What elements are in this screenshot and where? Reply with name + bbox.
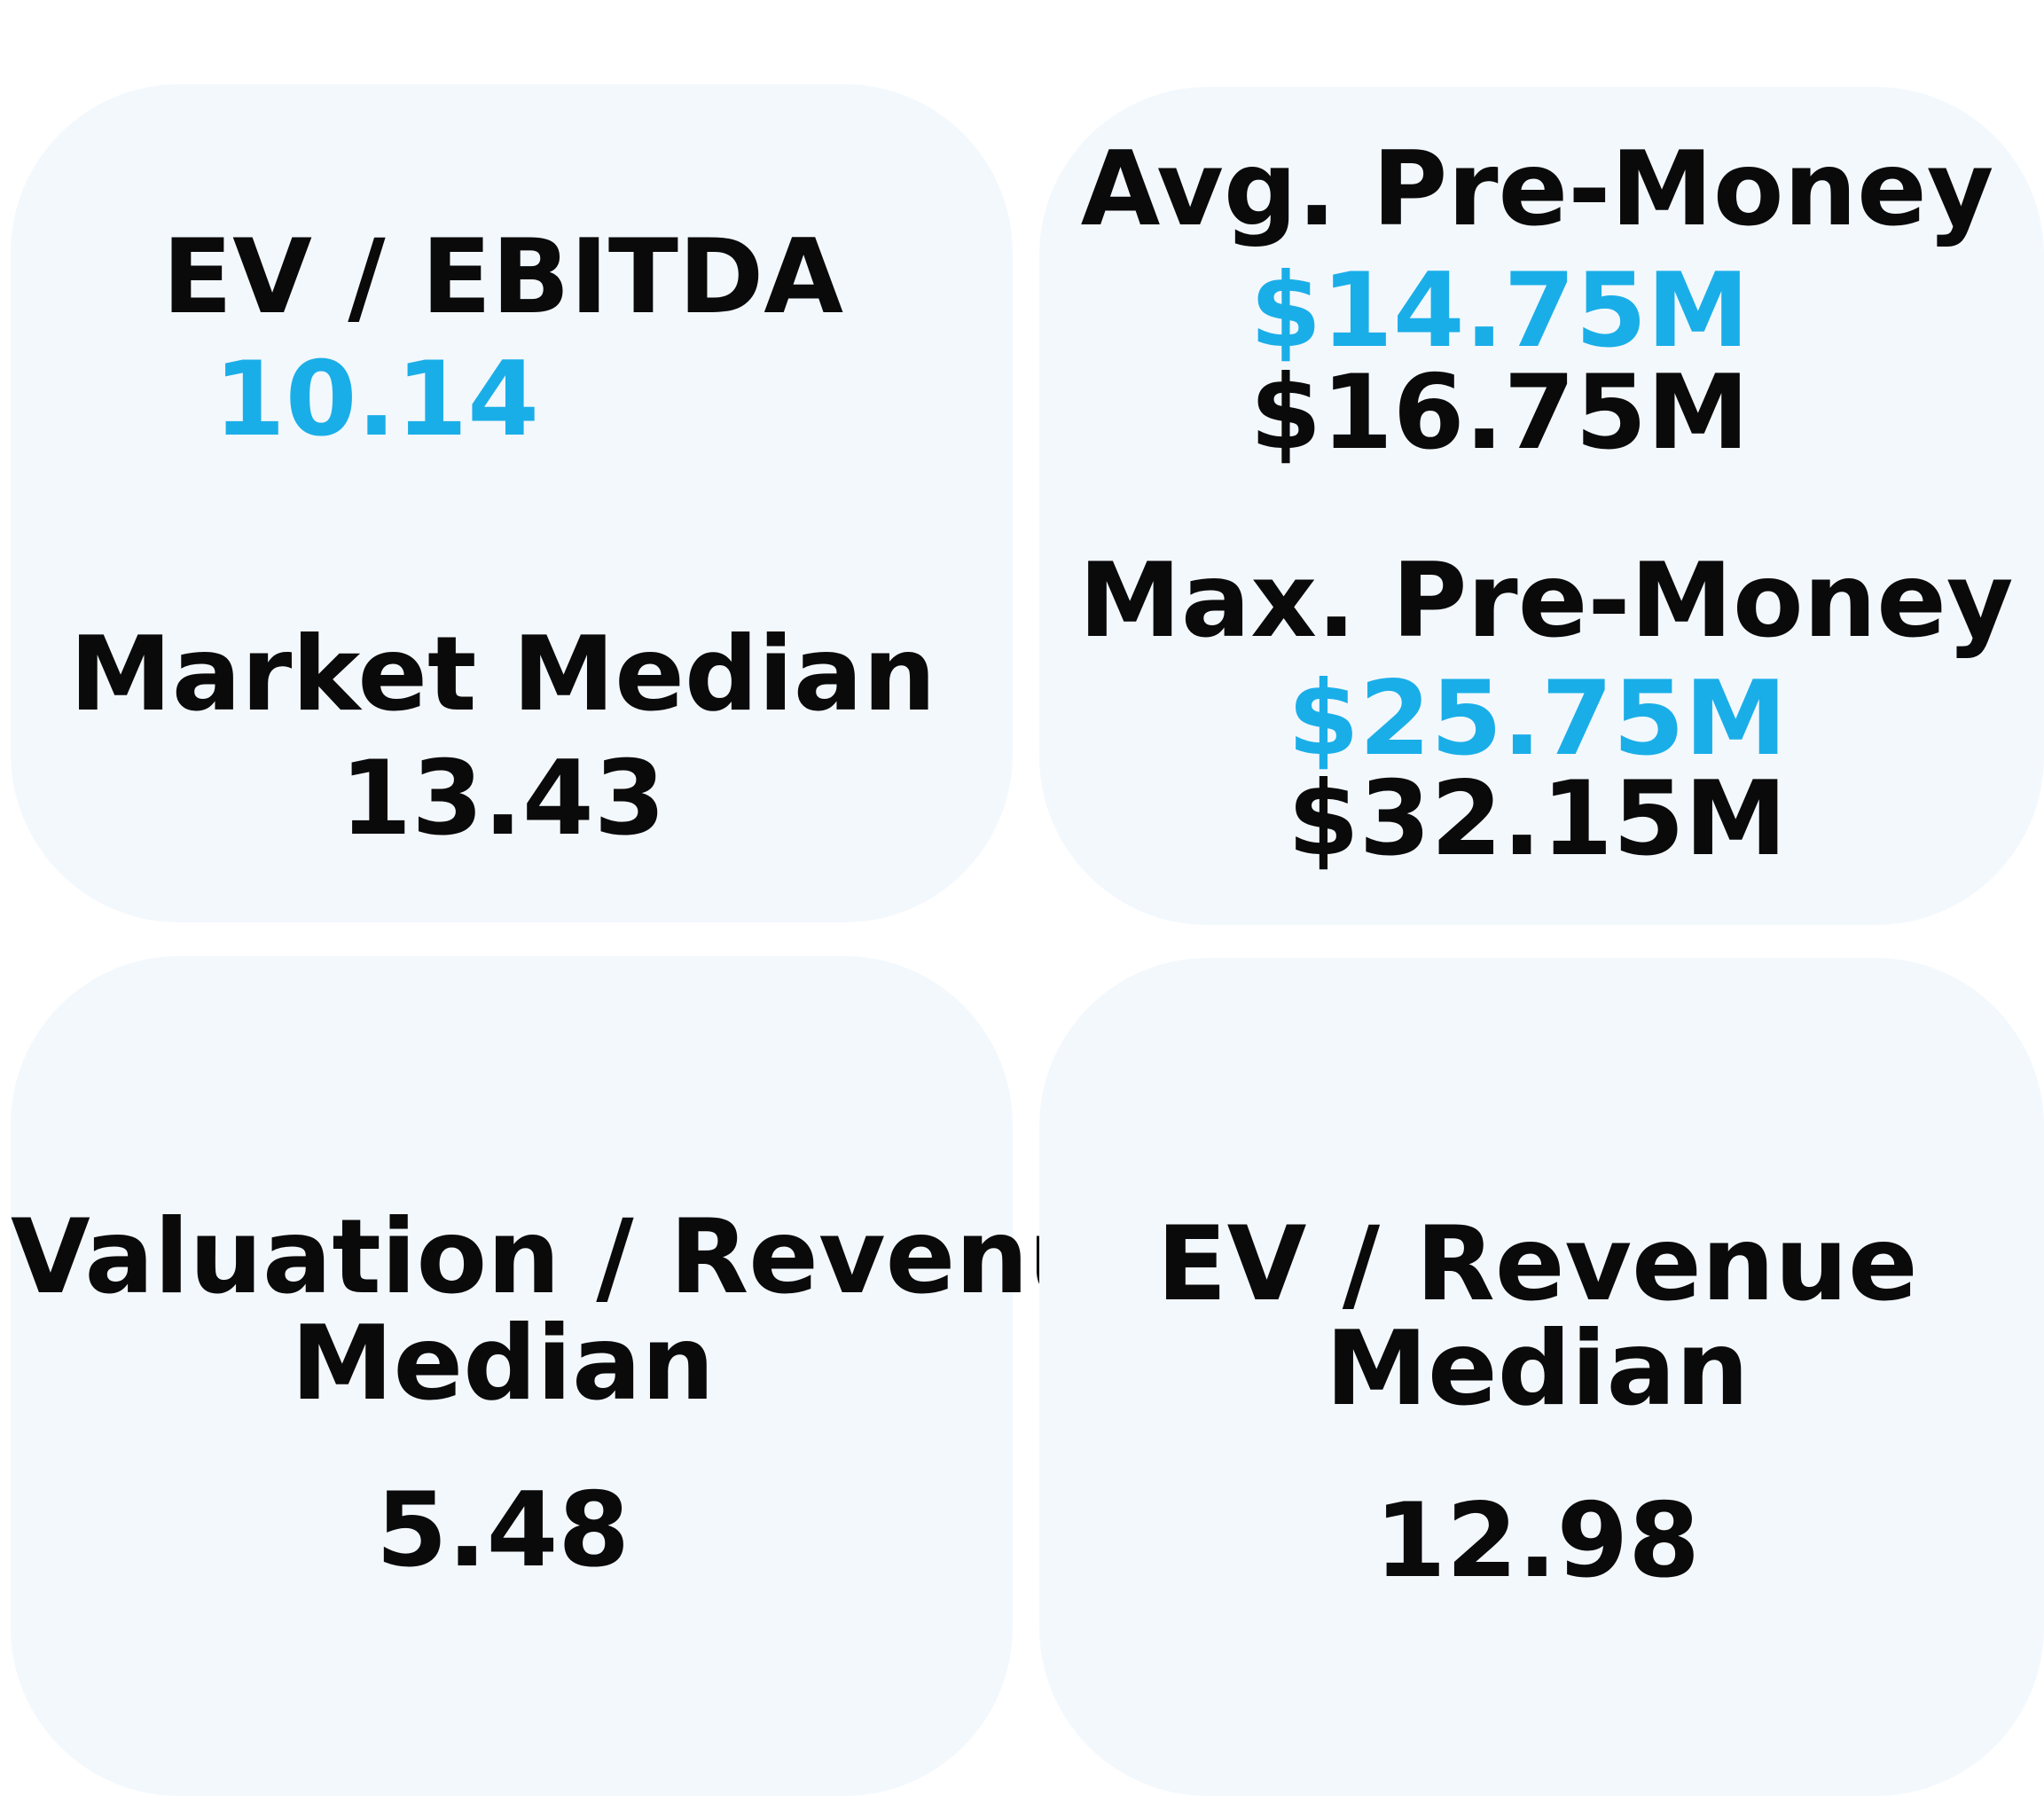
max-pre-money-title: Max. Pre-Money <box>1078 541 2014 661</box>
ev-ebitda-value: 10.14 <box>214 340 539 459</box>
ev-ebitda-title: EV / EBITDA <box>161 217 844 337</box>
avg-pre-money-value: $14.75M <box>1249 251 1750 371</box>
market-median-label: Market Median <box>69 615 936 734</box>
max-pre-money-value: $25.75M <box>1287 659 1788 779</box>
max-pre-money-compare: $32.15M <box>1287 759 1788 879</box>
ev-revenue-card: EV / Revenue Median 12.98 <box>1039 958 2044 1796</box>
ev-ebitda-card: EV / EBITDA 10.14 Market Median 13.43 <box>11 84 1013 922</box>
valuation-revenue-title: Valuation / Revenue <box>11 1197 1172 1317</box>
pre-money-card: Avg. Pre-Money $14.75M $16.75M Max. Pre-… <box>1039 87 2044 925</box>
ev-revenue-subtitle: Median <box>1325 1309 1750 1429</box>
avg-pre-money-title: Avg. Pre-Money <box>1080 129 1994 249</box>
market-median-value: 13.43 <box>340 739 666 859</box>
valuation-revenue-subtitle: Median <box>291 1304 715 1423</box>
valuation-revenue-card: Valuation / Revenue Median 5.48 <box>11 956 1171 1796</box>
valuation-revenue-value: 5.48 <box>375 1471 630 1590</box>
avg-pre-money-compare: $16.75M <box>1249 353 1750 473</box>
ev-revenue-title: EV / Revenue <box>1156 1204 1918 1324</box>
ev-revenue-value: 12.98 <box>1374 1481 1700 1601</box>
